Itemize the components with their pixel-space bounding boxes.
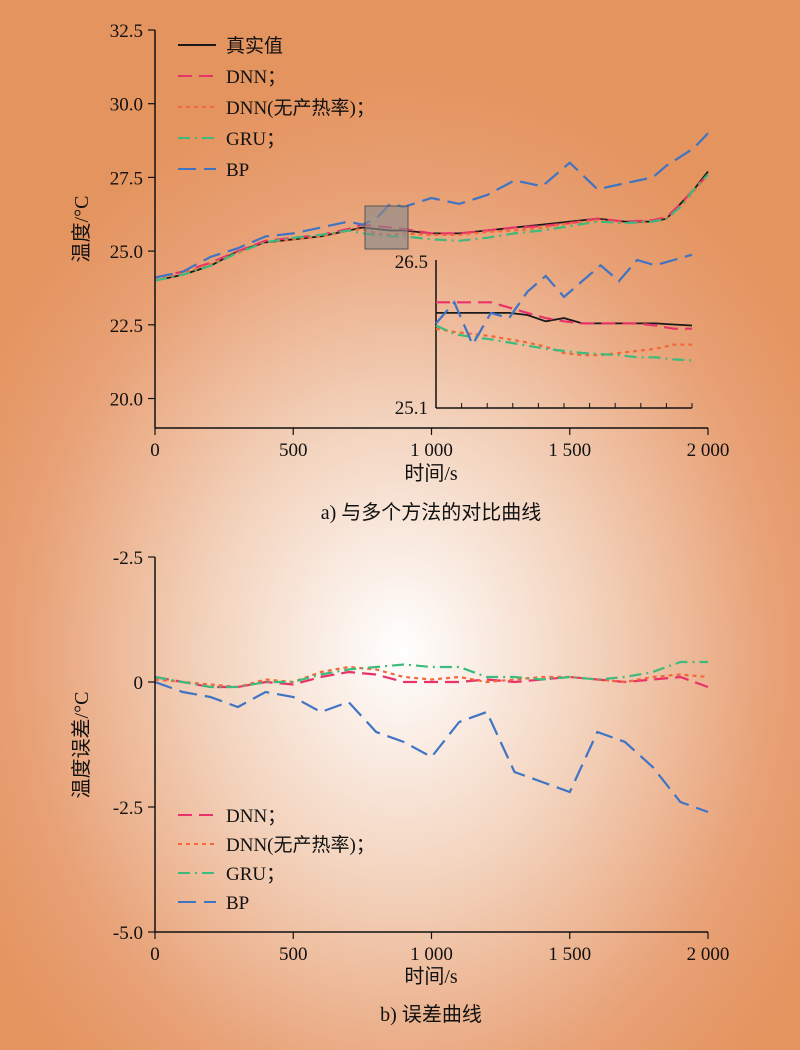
x-tick-label: 1 000 bbox=[410, 944, 453, 965]
y-tick-label: 27.5 bbox=[110, 168, 143, 189]
chart-a-axes bbox=[154, 30, 708, 429]
y-tick-label: -2.5 bbox=[113, 798, 143, 819]
y-tick-label: 0 bbox=[134, 673, 144, 694]
x-tick-label: 1 500 bbox=[548, 944, 591, 965]
y-tick-label: 32.5 bbox=[110, 21, 143, 42]
chart-a-ylabel: 温度/°C bbox=[70, 196, 93, 263]
chart-b-xlabel: 时间/s bbox=[404, 965, 458, 988]
y-tick-label: 22.5 bbox=[110, 316, 143, 337]
inset-series-line-0 bbox=[436, 311, 693, 327]
legend-label-2: DNN(无产热率)； bbox=[226, 97, 375, 119]
inset-series-line-1 bbox=[436, 301, 692, 330]
x-tick-label: 0 bbox=[150, 440, 160, 461]
legend-label-1: DNN(无产热率)； bbox=[226, 834, 375, 856]
series-line-3 bbox=[154, 680, 709, 814]
series-line-2 bbox=[154, 173, 709, 282]
x-tick-label: 2 000 bbox=[687, 944, 730, 965]
legend-label-0: 真实值 bbox=[226, 35, 283, 57]
x-tick-label: 1 500 bbox=[548, 440, 591, 461]
legend-label-3: GRU； bbox=[226, 129, 285, 150]
series-line-3 bbox=[154, 173, 709, 282]
x-tick-label: 500 bbox=[279, 944, 308, 965]
x-tick-label: 500 bbox=[279, 440, 308, 461]
inset-series bbox=[435, 253, 693, 362]
chart-b-caption: b) 误差曲线 bbox=[380, 1003, 482, 1026]
chart-a-ticks: 0 500 1 000 1 500 2 000 20.0 22.5 25.0 27.5 30.0 3… bbox=[110, 21, 730, 461]
legend-label-2: GRU； bbox=[226, 864, 285, 885]
chart-a-legend: 真实值 DNN； DNN(无产热率)； GRU； BP bbox=[178, 35, 375, 181]
x-tick-label: 0 bbox=[150, 944, 160, 965]
series-line-1 bbox=[154, 665, 709, 689]
chart-b-ylabel: 温度误差/°C bbox=[70, 692, 93, 799]
x-tick-label: 1 000 bbox=[410, 440, 453, 461]
chart-a: 0 500 1 000 1 500 2 000 20.0 22.5 25.0 27.5 30.0 3… bbox=[70, 21, 729, 524]
series-line-0 bbox=[154, 170, 709, 282]
series-line-4 bbox=[154, 132, 709, 279]
inset-series-line-3 bbox=[435, 324, 693, 362]
series-line-2 bbox=[154, 660, 708, 689]
legend-label-1: DNN； bbox=[226, 67, 286, 88]
y-tick-label: 30.0 bbox=[110, 95, 143, 116]
chart-b: 0 500 1 000 1 500 2 000 -5.0 -2.5 0 -2.5 温度误差/°C… bbox=[70, 548, 729, 1026]
inset-series-line-4 bbox=[435, 253, 693, 348]
chart-b-legend: DNN； DNN(无产热率)； GRU； BP bbox=[178, 806, 375, 914]
y-tick-label: 25.0 bbox=[110, 242, 143, 263]
y-tick-label: 20.0 bbox=[110, 390, 143, 411]
series-line-1 bbox=[154, 173, 709, 279]
legend-label-0: DNN； bbox=[226, 806, 286, 827]
inset-ytick-top: 26.5 bbox=[395, 252, 428, 273]
y-tick-label: -2.5 bbox=[113, 548, 143, 569]
chart-b-axes bbox=[154, 557, 708, 933]
chart-a-xlabel: 时间/s bbox=[404, 462, 458, 485]
y-tick-label: -5.0 bbox=[113, 923, 143, 944]
chart-a-series bbox=[154, 132, 709, 282]
inset-plot: 26.5 25.1 bbox=[395, 252, 693, 419]
inset-ytick-bottom: 25.1 bbox=[395, 398, 428, 419]
chart-b-ticks: 0 500 1 000 1 500 2 000 -5.0 -2.5 0 -2.5 bbox=[113, 548, 729, 965]
inset-ticks bbox=[435, 403, 693, 408]
legend-label-4: BP bbox=[226, 160, 249, 181]
x-tick-label: 2 000 bbox=[687, 440, 730, 461]
legend-label-3: BP bbox=[226, 893, 249, 914]
zoom-region-marker bbox=[364, 205, 409, 250]
chart-a-caption: a) 与多个方法的对比曲线 bbox=[321, 501, 542, 524]
chart-b-series bbox=[154, 660, 709, 814]
